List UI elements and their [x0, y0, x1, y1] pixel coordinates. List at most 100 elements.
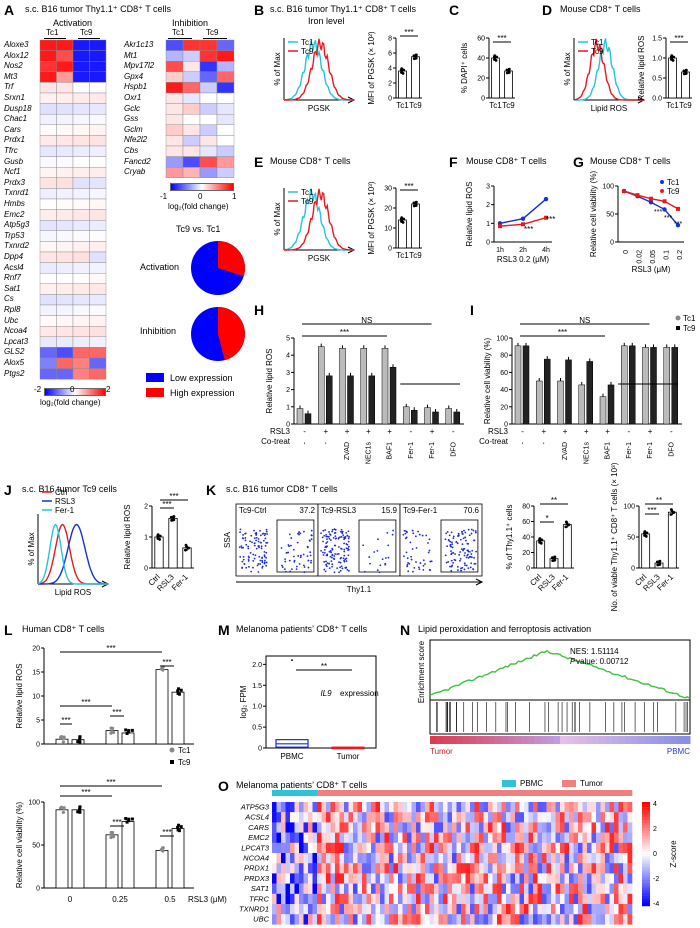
panel-o-cell — [519, 812, 525, 823]
panel-n-rank-bar — [657, 736, 665, 744]
panel-k-gate — [358, 519, 397, 573]
panel-k-event — [429, 569, 432, 572]
panel-k-event — [242, 546, 244, 549]
panel-o-cell — [542, 873, 547, 884]
panel-k-event — [340, 556, 343, 559]
panel-o-cell — [420, 883, 426, 894]
panel-k-event — [336, 567, 339, 570]
panel-k-event — [241, 560, 244, 563]
panel-k-event — [427, 542, 429, 544]
panel-o-cell — [528, 863, 534, 874]
barJ-point — [172, 515, 175, 519]
panel-k-event — [292, 555, 295, 558]
panel-o-cell — [299, 842, 304, 854]
panel-k-sig1-label: ** — [551, 496, 557, 505]
panel-o-cell — [524, 812, 529, 823]
panel-k-event — [465, 556, 468, 559]
panel-n-es-frame — [429, 639, 691, 701]
panel-k-event — [330, 551, 332, 554]
panel-o-group-bar — [623, 790, 628, 796]
panel-o-cell — [335, 873, 340, 884]
panel-o-cell — [389, 812, 394, 823]
panel-o-gene-label: NCOA4 — [243, 854, 269, 863]
panel-o-cell — [591, 812, 597, 823]
barK1-y-tick-label: 0 — [526, 566, 530, 573]
panel-o-cell — [434, 904, 439, 915]
heatmap-cell — [56, 272, 74, 284]
panel-o-cell — [524, 863, 529, 874]
histE-legend-label: Tc1 — [301, 188, 314, 197]
panel-o-cell — [537, 863, 543, 874]
barK2-bar — [667, 511, 677, 569]
heatmap-cell — [56, 294, 74, 306]
panel-o-cell — [591, 904, 597, 915]
panel-k-event — [260, 545, 263, 548]
barB-y-tick-label: 4 — [388, 66, 392, 73]
panel-l-top-y-tick-label: 10 — [32, 694, 40, 701]
panel-o-scale-bar — [642, 846, 650, 849]
panel-k-event — [297, 555, 300, 557]
heatmap-cell — [216, 50, 235, 62]
panel-o-cell — [389, 863, 394, 874]
panel-o-cell — [312, 802, 318, 813]
barI-rsl3-value: + — [542, 427, 547, 436]
panel-n-rank-bar — [514, 736, 522, 744]
heatmap-cell — [165, 92, 184, 104]
panel-k-event — [462, 537, 465, 540]
panel-o-cell — [411, 853, 417, 864]
panel-o-cell — [474, 802, 480, 813]
panel-o-cell — [438, 914, 444, 925]
panel-o-cell — [326, 842, 331, 854]
panel-o-scale-bar — [642, 872, 650, 875]
panel-l-bottom-point — [109, 830, 113, 835]
panel-o-cell — [555, 873, 561, 884]
activation-gene-label: GLS2 — [4, 347, 25, 357]
panel-k-event — [320, 532, 322, 535]
panel-l-bottom-point — [159, 848, 164, 852]
panel-k-event — [323, 534, 326, 537]
panel-i-legend-label: Tc9 — [683, 324, 696, 333]
barH-cotreat-value: - — [323, 441, 330, 444]
panel-o-cell — [573, 863, 579, 874]
panel-o-cell — [456, 802, 462, 813]
inhibition-gene-label: Cbs — [124, 146, 139, 155]
panel-o-cell — [497, 914, 502, 925]
heatmap-cell — [39, 336, 57, 348]
panel-k-event — [333, 528, 336, 531]
panel-n-rank-bar — [540, 736, 548, 744]
panel-o-cell — [465, 893, 471, 905]
panel-o-cell — [371, 904, 376, 915]
panel-o-cell — [303, 863, 309, 874]
panel-o-scale-bar — [642, 843, 650, 847]
heatmap-cell — [165, 166, 184, 178]
panel-o-cell — [533, 853, 538, 864]
panel-o-cell — [276, 883, 282, 894]
panel-o-cell — [560, 883, 565, 894]
panel-k-event — [257, 571, 260, 573]
panel-o-cell — [587, 873, 592, 884]
panel-o-gene-label: TXNRD1 — [239, 905, 269, 914]
panel-o-cell — [470, 883, 475, 894]
panel-k-event — [320, 549, 323, 552]
panel-o-cell — [335, 904, 340, 915]
barK1-point — [551, 559, 555, 563]
panel-k-event — [474, 531, 477, 534]
panel-o-cell — [398, 812, 403, 823]
panel-o-cell — [560, 873, 565, 884]
panel-o-cell — [555, 863, 561, 874]
panel-o-cell — [330, 873, 336, 884]
panel-o-cell — [452, 904, 457, 915]
col-tc9-left: Tc9 — [80, 28, 93, 37]
panel-o-group-bar — [317, 790, 322, 796]
panel-o-cell — [303, 914, 309, 925]
lineG-point — [662, 199, 667, 204]
panel-o-cell — [434, 822, 439, 833]
panel-l-top-y-label: Relative lipid ROS — [15, 664, 24, 729]
heatmap-cell — [39, 145, 57, 157]
heatmap-cell — [72, 103, 90, 115]
panel-o-cell — [623, 893, 628, 905]
panel-k-event — [454, 559, 457, 562]
panel-k-event — [465, 539, 467, 542]
panel-k-event — [404, 530, 407, 532]
panel-o-cell — [605, 842, 610, 854]
